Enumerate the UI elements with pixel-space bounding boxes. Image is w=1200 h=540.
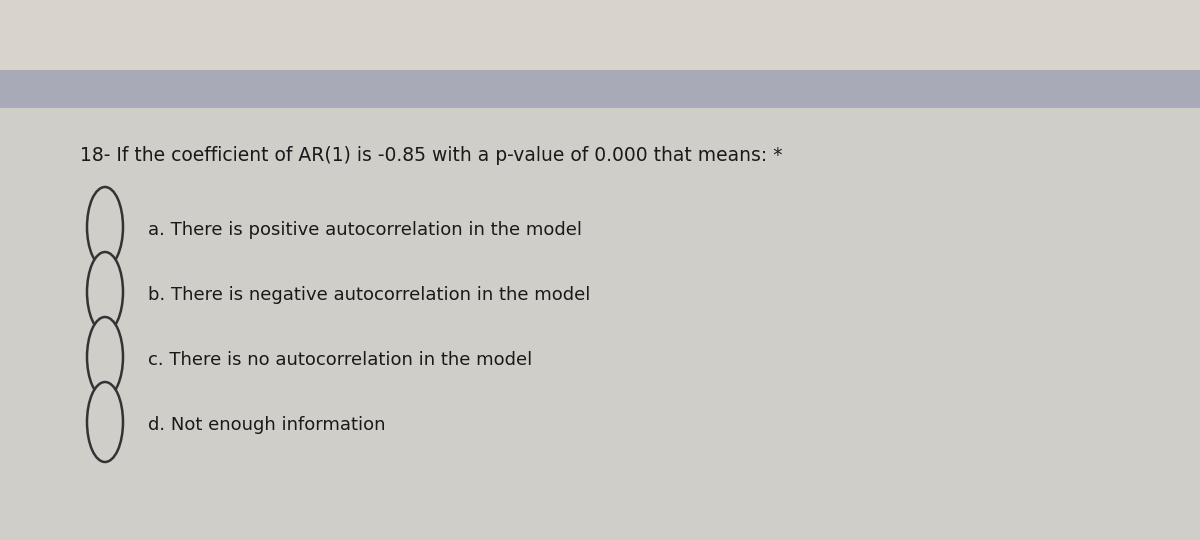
Bar <box>0 108 1200 540</box>
Ellipse shape <box>88 252 124 332</box>
Text: c. There is no autocorrelation in the model: c. There is no autocorrelation in the mo… <box>148 351 533 369</box>
Text: 18- If the coefficient of AR(1) is -0.85 with a p-value of 0.000 that means: *: 18- If the coefficient of AR(1) is -0.85… <box>80 146 782 165</box>
Ellipse shape <box>88 317 124 397</box>
Text: a. There is positive autocorrelation in the model: a. There is positive autocorrelation in … <box>148 221 582 239</box>
Text: b. There is negative autocorrelation in the model: b. There is negative autocorrelation in … <box>148 286 590 304</box>
Ellipse shape <box>88 187 124 267</box>
Ellipse shape <box>88 382 124 462</box>
Bar <box>0 70 1200 108</box>
Text: d. Not enough information: d. Not enough information <box>148 416 385 434</box>
